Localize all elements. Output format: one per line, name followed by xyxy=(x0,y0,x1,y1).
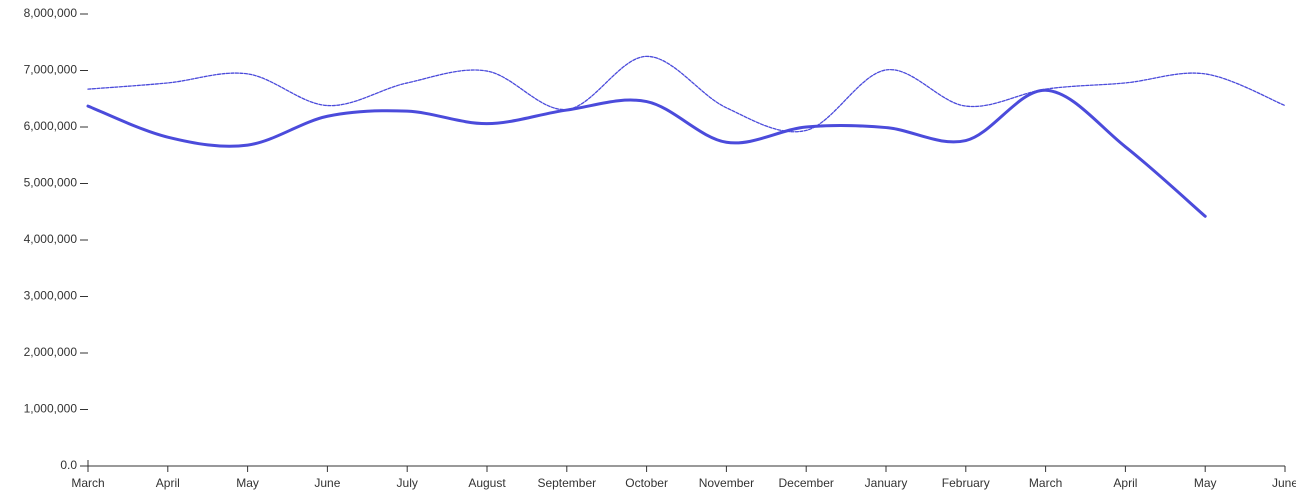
y-tick-label: 8,000,000 xyxy=(24,6,78,20)
x-tick-label: April xyxy=(1113,476,1137,490)
x-tick-label: April xyxy=(156,476,180,490)
x-tick-label: March xyxy=(71,476,104,490)
x-tick-label: May xyxy=(1194,476,1217,490)
x-tick-label: February xyxy=(942,476,990,490)
y-tick-label: 5,000,000 xyxy=(24,176,78,190)
y-tick-label: 2,000,000 xyxy=(24,345,78,359)
y-tick-label: 1,000,000 xyxy=(24,402,78,416)
y-tick-label: 4,000,000 xyxy=(24,232,78,246)
x-tick-label: May xyxy=(236,476,259,490)
y-tick-label: 3,000,000 xyxy=(24,289,78,303)
x-tick-label: July xyxy=(397,476,418,490)
x-tick-label: March xyxy=(1029,476,1062,490)
x-tick-label: October xyxy=(625,476,668,490)
x-tick-label: August xyxy=(468,476,506,490)
x-tick-label: November xyxy=(699,476,754,490)
dashed-series-line xyxy=(87,55,1286,133)
x-tick-label: December xyxy=(779,476,834,490)
y-axis: 0.0 1,000,000 2,000,000 3,000,000 4,000,000 5… xyxy=(24,6,89,472)
series-layer xyxy=(86,55,1286,218)
y-tick-label: 6,000,000 xyxy=(24,119,78,133)
x-tick-label: June xyxy=(1272,476,1296,490)
x-tick-label: June xyxy=(314,476,340,490)
y-tick-label: 0.0 xyxy=(60,458,77,472)
x-tick-label: September xyxy=(537,476,596,490)
x-axis: March April May June July August September Octo… xyxy=(71,465,1296,490)
x-tick-label: January xyxy=(865,476,908,490)
y-tick-label: 7,000,000 xyxy=(24,63,78,77)
solid-series-line xyxy=(86,88,1207,218)
